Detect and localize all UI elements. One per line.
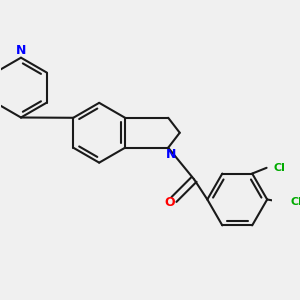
Text: Cl: Cl	[274, 163, 285, 173]
Text: O: O	[164, 196, 175, 209]
Text: Cl: Cl	[290, 197, 300, 207]
Text: N: N	[166, 148, 176, 161]
Text: N: N	[16, 44, 26, 57]
